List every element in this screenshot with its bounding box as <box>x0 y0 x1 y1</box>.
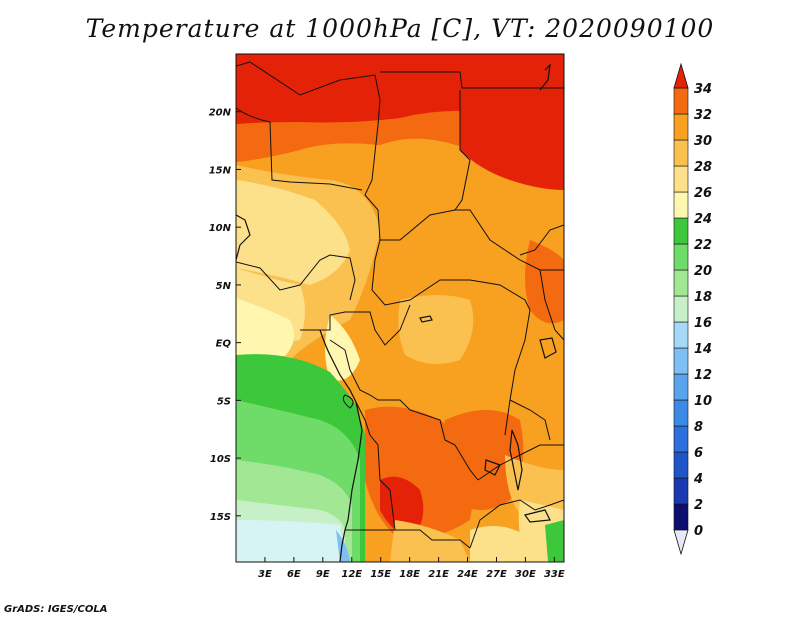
colorbar-segment <box>673 269 689 297</box>
colorbar-level-label: 34 <box>694 82 712 97</box>
map-frame <box>235 53 565 563</box>
x-tick-label: 21E <box>428 569 449 580</box>
colorbar-segment <box>673 295 689 323</box>
x-tick-label: 15E <box>370 569 391 580</box>
colorbar-level-label: 8 <box>694 420 703 435</box>
x-tick-label: 24E <box>457 569 478 580</box>
x-tick-label: 33E <box>544 569 565 580</box>
colorbar-segment <box>673 321 689 349</box>
colorbar-level-label: 2 <box>694 498 703 513</box>
colorbar-upper-arrow <box>673 62 689 89</box>
latitude-axis: 20N 15N 10N 5N EQ 5S 10S 15S <box>209 108 241 523</box>
colorbar-segment <box>673 503 689 531</box>
colorbar-segment <box>673 191 689 219</box>
country-borders <box>236 61 564 549</box>
grads-credit: GrADS: IGES/COLA <box>4 604 108 615</box>
colorbar-level-label: 32 <box>694 108 712 123</box>
colorbar-level-label: 24 <box>694 212 712 227</box>
colorbar-level-label: 20 <box>694 264 712 279</box>
x-tick-label: 9E <box>316 569 330 580</box>
colorbar-level-label: 26 <box>694 186 712 201</box>
longitude-axis: 3E 6E 9E 12E 15E 18E 21E 24E 27E 30E 33E <box>258 557 565 580</box>
colorbar-segment <box>673 113 689 141</box>
y-tick-label: 10S <box>210 454 231 465</box>
x-tick-label: 27E <box>486 569 507 580</box>
y-tick-label: 20N <box>209 108 232 119</box>
x-tick-label: 3E <box>258 569 272 580</box>
colorbar-level-label: 0 <box>694 524 703 539</box>
colorbar-level-label: 18 <box>694 290 712 305</box>
colorbar-segment <box>673 217 689 245</box>
colorbar-segment <box>673 87 689 115</box>
colorbar-level-label: 6 <box>694 446 703 461</box>
colorbar-segment <box>673 373 689 401</box>
temperature-field <box>236 54 564 562</box>
colorbar-segment <box>673 165 689 193</box>
y-tick-label: 5S <box>217 396 231 407</box>
x-tick-label: 18E <box>399 569 420 580</box>
y-tick-label: 5N <box>216 281 232 292</box>
colorbar-segment <box>673 243 689 271</box>
colorbar-level-label: 10 <box>694 394 712 409</box>
colorbar-level-label: 4 <box>693 472 703 487</box>
colorbar-segment <box>673 399 689 427</box>
colorbar-level-label: 22 <box>694 238 712 253</box>
x-tick-label: 30E <box>515 569 536 580</box>
colorbar-level-label: 28 <box>694 160 712 175</box>
colorbar-segment <box>673 139 689 167</box>
colorbar-segment <box>673 347 689 375</box>
colorbar-lower-arrow <box>673 529 689 556</box>
colorbar-segment <box>673 451 689 479</box>
x-tick-label: 6E <box>287 569 301 580</box>
y-tick-label: 15N <box>209 165 232 176</box>
colorbar-segment <box>673 425 689 453</box>
y-tick-label: 15S <box>210 512 231 523</box>
x-tick-label: 12E <box>341 569 362 580</box>
coastline <box>236 63 557 562</box>
y-tick-label: 10N <box>209 223 232 234</box>
colorbar-level-label: 30 <box>694 134 712 149</box>
map-title: Temperature at 1000hPa [C], VT: 20200901… <box>85 14 715 43</box>
colorbar-segment <box>673 477 689 505</box>
y-tick-label: EQ <box>216 339 232 350</box>
colorbar-level-label: 14 <box>694 342 712 357</box>
colorbar-level-label: 12 <box>694 368 712 383</box>
colorbar-level-label: 16 <box>694 316 712 331</box>
